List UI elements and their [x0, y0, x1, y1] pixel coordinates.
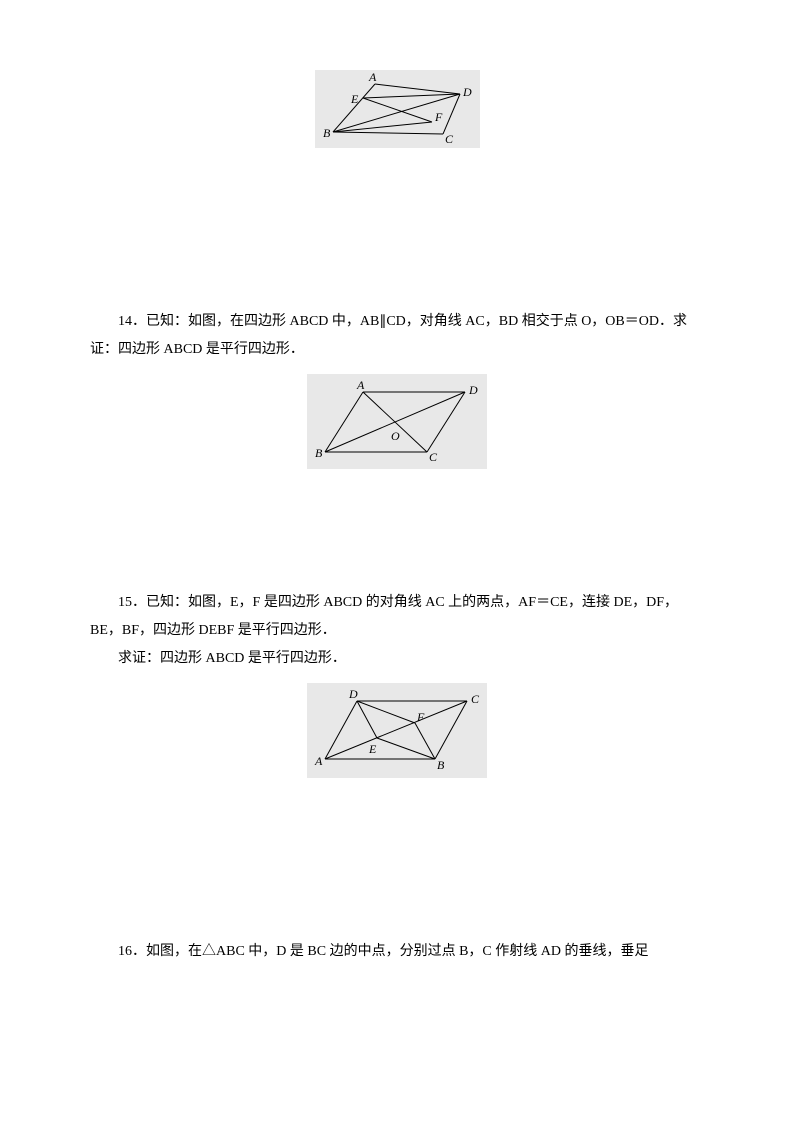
svg-text:C: C: [429, 450, 438, 464]
figure-3: D C A B E F: [90, 683, 704, 778]
spacer: [90, 168, 704, 308]
svg-text:D: D: [462, 85, 472, 99]
svg-text:F: F: [416, 710, 425, 724]
parallelogram-ef-diagram: A D B C E F: [315, 70, 480, 148]
svg-text:A: A: [314, 754, 323, 768]
problem-16-text: 16．如图，在△ABC 中，D 是 BC 边的中点，分别过点 B，C 作射线 A…: [90, 938, 704, 966]
parallelogram-diagonals-diagram: A D B C O: [307, 374, 487, 469]
figure-2: A D B C O: [90, 374, 704, 469]
svg-text:C: C: [445, 132, 454, 146]
svg-text:A: A: [356, 378, 365, 392]
svg-text:F: F: [434, 110, 443, 124]
quadrilateral-debf-diagram: D C A B E F: [307, 683, 487, 778]
problem-15-text-1: 15．已知：如图，E，F 是四边形 ABCD 的对角线 AC 上的两点，AF＝C…: [90, 589, 704, 645]
svg-text:B: B: [437, 758, 445, 772]
spacer: [90, 798, 704, 938]
svg-text:C: C: [471, 692, 480, 706]
svg-text:E: E: [350, 92, 359, 106]
problem-14-text: 14．已知：如图，在四边形 ABCD 中，AB∥CD，对角线 AC，BD 相交于…: [90, 308, 704, 364]
svg-text:D: D: [468, 383, 478, 397]
svg-text:A: A: [368, 70, 377, 84]
svg-text:O: O: [391, 429, 400, 443]
spacer: [90, 489, 704, 589]
problem-15-text-2: 求证：四边形 ABCD 是平行四边形．: [90, 645, 704, 673]
svg-text:E: E: [368, 742, 377, 756]
svg-text:D: D: [348, 687, 358, 701]
svg-text:B: B: [315, 446, 323, 460]
figure-1: A D B C E F: [90, 70, 704, 148]
svg-text:B: B: [323, 126, 331, 140]
